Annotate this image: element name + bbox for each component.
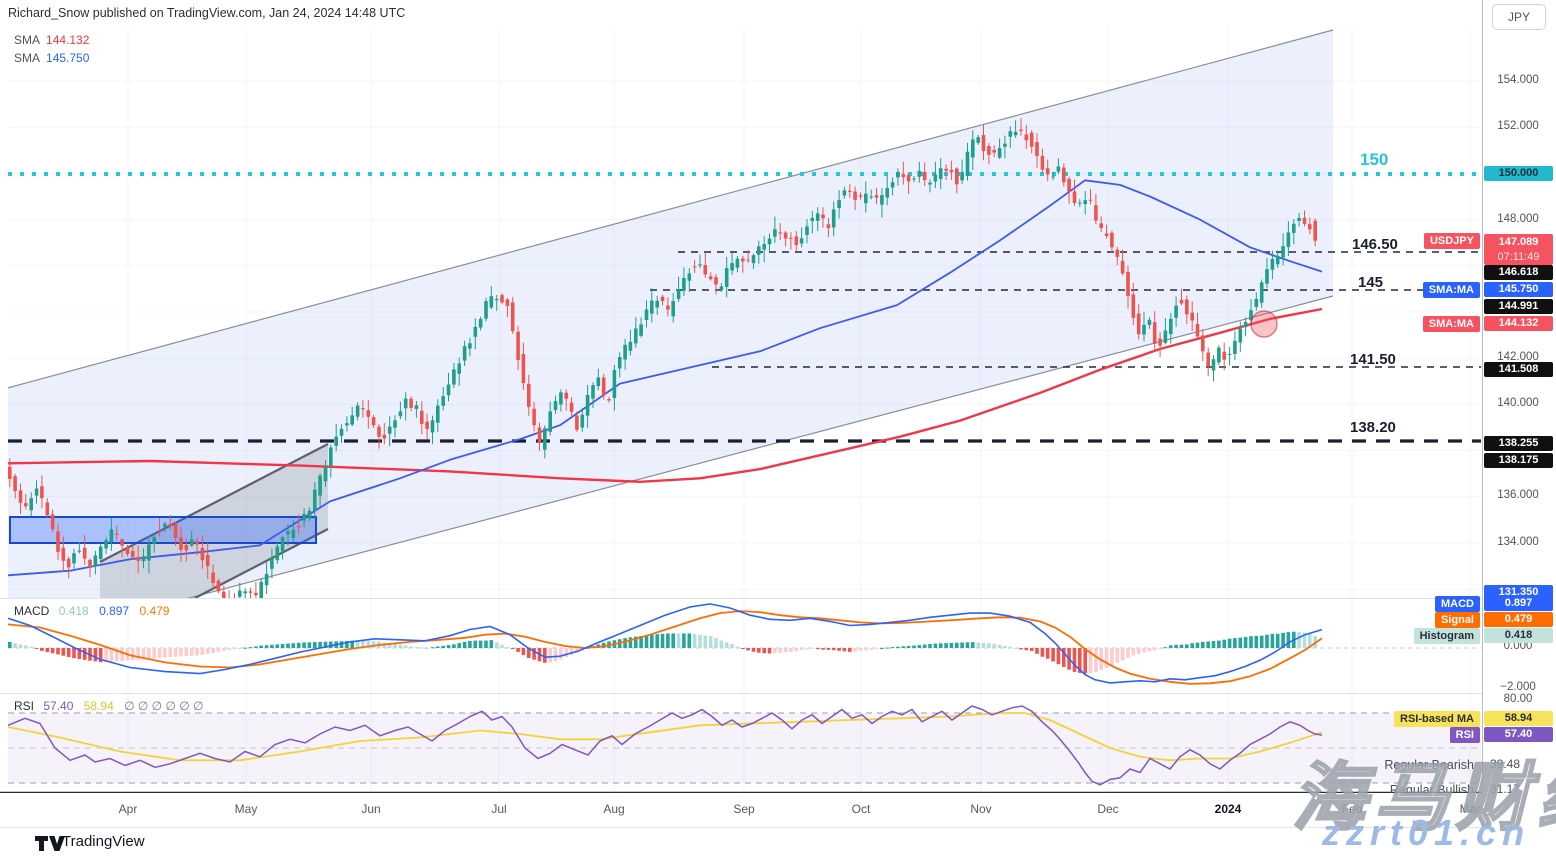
macd-signal-value: 0.479 <box>139 604 170 618</box>
sma-legend-label: SMA <box>14 33 41 47</box>
macd-legend[interactable]: MACD 0.418 0.897 0.479 <box>14 604 176 618</box>
macd-axis-label-badge: Histogram <box>1413 628 1480 644</box>
sma-50-line[interactable] <box>8 179 1323 577</box>
time-axis-month-label: 2024 <box>1214 802 1242 816</box>
sma-legend-value: 145.750 <box>46 51 90 65</box>
price-badge: 144.991 <box>1484 299 1553 314</box>
level-price-label[interactable]: 145 <box>1358 274 1384 291</box>
macd-line-value: 0.897 <box>99 604 130 618</box>
level-price-label[interactable]: 138.20 <box>1350 419 1396 436</box>
price-tick-label: 140.000 <box>1497 397 1539 409</box>
footer-bar: TradingView <box>0 828 1556 857</box>
price-badge: 141.508 <box>1484 362 1553 377</box>
price-badge: 138.175 <box>1484 453 1553 468</box>
level-price-label[interactable]: 141.50 <box>1350 351 1396 368</box>
level-price-label[interactable]: 146.50 <box>1352 236 1398 253</box>
ascending-channel-drawing[interactable] <box>0 30 1333 648</box>
sma-touch-highlight-circle[interactable] <box>1250 310 1278 338</box>
indicator-value-badge: 31.17 <box>1490 782 1521 796</box>
indicator-tick-label: −2.000 <box>1500 681 1536 693</box>
tradingview-brand-label[interactable]: TradingView <box>62 833 145 850</box>
time-axis-month-label: Apr <box>118 802 138 816</box>
price-badge: 138.255 <box>1484 436 1553 451</box>
sma-legend-row-1[interactable]: SMA 144.132 <box>14 33 96 47</box>
rsi-line[interactable] <box>8 705 1323 786</box>
price-tick-label: 152.000 <box>1497 120 1539 132</box>
macd-axis-label-badge: Signal <box>1434 612 1480 628</box>
sma-ma-badge[interactable]: SMA:MA <box>1422 282 1480 298</box>
rsi-legend-title: RSI <box>14 699 35 713</box>
main-pane <box>0 29 1481 648</box>
price-badge: 144.132 <box>1484 316 1553 331</box>
sma-legend-label: SMA <box>14 51 41 65</box>
price-tick-label: 154.000 <box>1497 74 1539 86</box>
indicator-value-badge: 0.418 <box>1484 628 1553 643</box>
time-axis-month-label: Sep <box>733 802 755 816</box>
level-price-label[interactable]: 150 <box>1360 150 1389 169</box>
time-axis-month-label: Jul <box>491 802 507 816</box>
rsi-divergence-empty-values: ∅ ∅ ∅ ∅ ∅ ∅ <box>124 699 204 713</box>
indicator-value-badge: 39.48 <box>1490 757 1521 771</box>
time-axis-month-label: Mar <box>1459 802 1481 816</box>
time-axis-month-label: Jun <box>361 802 381 816</box>
symbol-badge[interactable]: USDJPY <box>1423 233 1480 249</box>
sma-200-line[interactable] <box>8 307 1323 483</box>
channel-lower-line[interactable] <box>0 295 1334 648</box>
publish-caption: Richard_Snow published on TradingView.co… <box>8 6 406 20</box>
time-axis-month-label: Aug <box>603 802 625 816</box>
macd-legend-title: MACD <box>14 604 50 618</box>
price-axis[interactable]: JPY 154.000 152.000 148.000 142.000 140.000 1… <box>1483 0 1556 857</box>
time-axis-month-label: Nov <box>970 802 992 816</box>
sma-legend-value: 144.132 <box>46 33 90 47</box>
channel-upper-line[interactable] <box>0 29 1334 390</box>
macd-axis-label-badge: MACD <box>1435 596 1480 612</box>
time-axis[interactable]: Apr May Jun Jul Aug Sep Oct Nov Dec 2024 Feb Mar <box>0 793 1556 827</box>
price-badge: 145.750 <box>1484 282 1553 297</box>
macd-hist-value: 0.418 <box>58 604 89 618</box>
countdown-timer: 07:11:49 <box>1497 250 1540 263</box>
indicator-value-badge: 58.94 <box>1484 711 1553 726</box>
currency-toggle-button[interactable]: JPY <box>1492 4 1546 30</box>
rsi-axis-label-badge: RSI <box>1449 727 1480 743</box>
price-tick-label: 134.000 <box>1497 536 1539 548</box>
rsi-ma-value: 58.94 <box>83 699 114 713</box>
time-axis-month-label: May <box>234 802 258 816</box>
time-axis-month-label: Feb <box>1341 802 1363 816</box>
rsi-value: 57.40 <box>43 699 74 713</box>
support-zone-box-drawing[interactable] <box>9 516 317 544</box>
time-axis-month-label: Dec <box>1097 802 1119 816</box>
macd-line[interactable] <box>8 603 1323 684</box>
price-tick-label: 142.000 <box>1497 351 1539 363</box>
price-badge: 150.000 <box>1484 166 1553 181</box>
macd-signal-line[interactable] <box>8 610 1323 685</box>
indicator-value-badge: 0.479 <box>1484 612 1553 627</box>
macd-histogram <box>8 631 1317 674</box>
macd-pane <box>8 603 1481 685</box>
indicator-value-badge: 0.897 <box>1484 596 1553 611</box>
rsi-pane <box>8 705 1481 786</box>
last-price-badge: 147.089 07:11:49 <box>1484 234 1553 265</box>
indicator-value-badge: 57.40 <box>1484 727 1553 742</box>
sma-legend-row-2[interactable]: SMA 145.750 <box>14 51 96 65</box>
indicator-tick-label: 0.000 <box>1503 640 1533 652</box>
rsi-legend[interactable]: RSI 57.40 58.94 ∅ ∅ ∅ ∅ ∅ ∅ <box>14 699 211 713</box>
price-tick-label: 148.000 <box>1497 213 1539 225</box>
time-axis-month-label: Oct <box>851 802 871 816</box>
inner-gray-channel-drawing[interactable] <box>100 444 328 598</box>
tradingview-logo-icon[interactable] <box>34 834 82 854</box>
indicator-tick-label: 80.00 <box>1503 693 1533 705</box>
rsi-axis-label-badge: Regular Bearish <box>1384 758 1474 772</box>
price-badge: 146.618 <box>1484 265 1553 280</box>
price-tick-label: 136.000 <box>1497 489 1539 501</box>
sma-ma-badge[interactable]: SMA:MA <box>1422 316 1480 332</box>
rsi-axis-label-badge: RSI-based MA <box>1394 711 1480 727</box>
candlestick-series <box>8 118 1317 598</box>
